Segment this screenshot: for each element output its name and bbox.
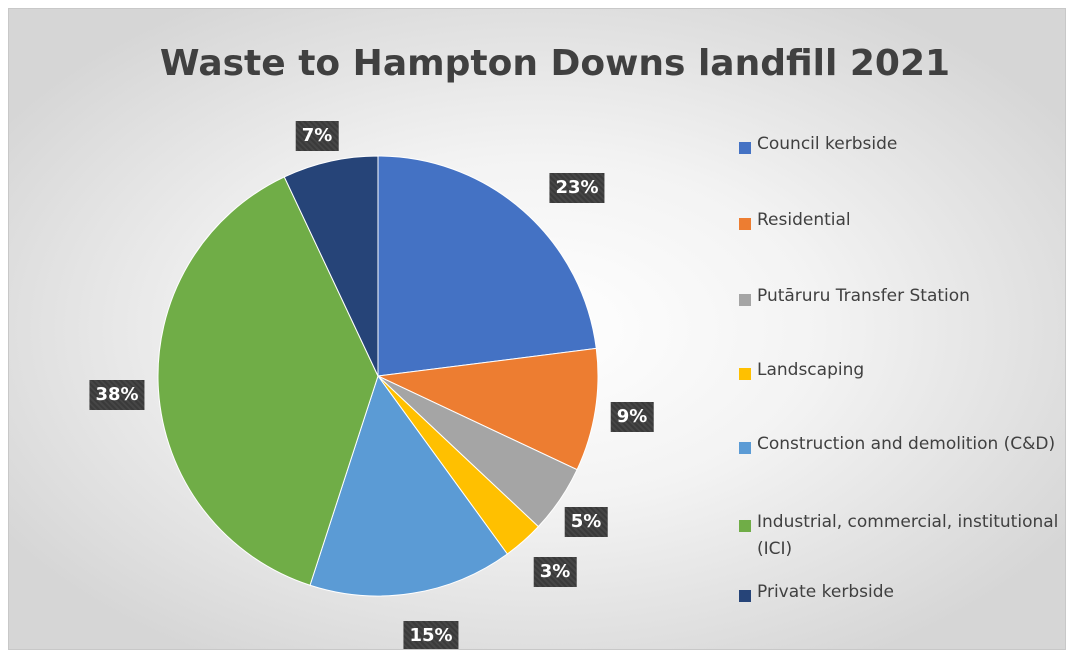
legend-swatch [739, 142, 751, 154]
chart-frame: Waste to Hampton Downs landfill 2021 23%… [8, 8, 1066, 650]
legend-item-5: Construction and demolition (C&D) [739, 434, 1065, 458]
legend-item-6: Industrial, commercial, institutional (I… [739, 512, 1065, 563]
legend-label: Council kerbside [757, 134, 898, 154]
legend-label: Putāruru Transfer Station [757, 286, 970, 306]
legend-label: Construction and demolition (C&D) [757, 434, 1056, 454]
legend-item-2: Residential [739, 210, 1065, 234]
data-label-6: 38% [89, 380, 145, 410]
pie-slice-6 [157, 176, 379, 586]
legend-item-3: Putāruru Transfer Station [739, 286, 1065, 310]
data-label-5: 15% [403, 621, 459, 649]
legend-swatch [739, 590, 751, 602]
legend-swatch [739, 294, 751, 306]
legend-label: Private kerbside [757, 582, 894, 602]
legend-swatch [739, 520, 751, 532]
pie-slice-5 [309, 374, 509, 597]
legend-label: Industrial, commercial, institutional (I… [757, 512, 1059, 559]
pie-slice-7 [283, 155, 379, 377]
legend-swatch [739, 218, 751, 230]
data-label-2: 9% [610, 402, 654, 432]
legend-label: Residential [757, 210, 851, 230]
data-label-3: 5% [564, 507, 608, 537]
data-label-1: 23% [549, 173, 605, 203]
legend-item-4: Landscaping [739, 360, 1065, 384]
data-label-4: 3% [533, 557, 577, 587]
chart-title: Waste to Hampton Downs landfill 2021 [159, 43, 951, 84]
pie-slice-1 [377, 155, 597, 377]
data-label-7: 7% [295, 121, 339, 151]
legend-item-1: Council kerbside [739, 134, 1065, 158]
pie-slice-2 [376, 347, 599, 471]
legend-swatch [739, 442, 751, 454]
legend-item-7: Private kerbside [739, 582, 1065, 606]
pie-chart [157, 155, 599, 597]
legend-label: Landscaping [757, 360, 865, 380]
legend-swatch [739, 368, 751, 380]
